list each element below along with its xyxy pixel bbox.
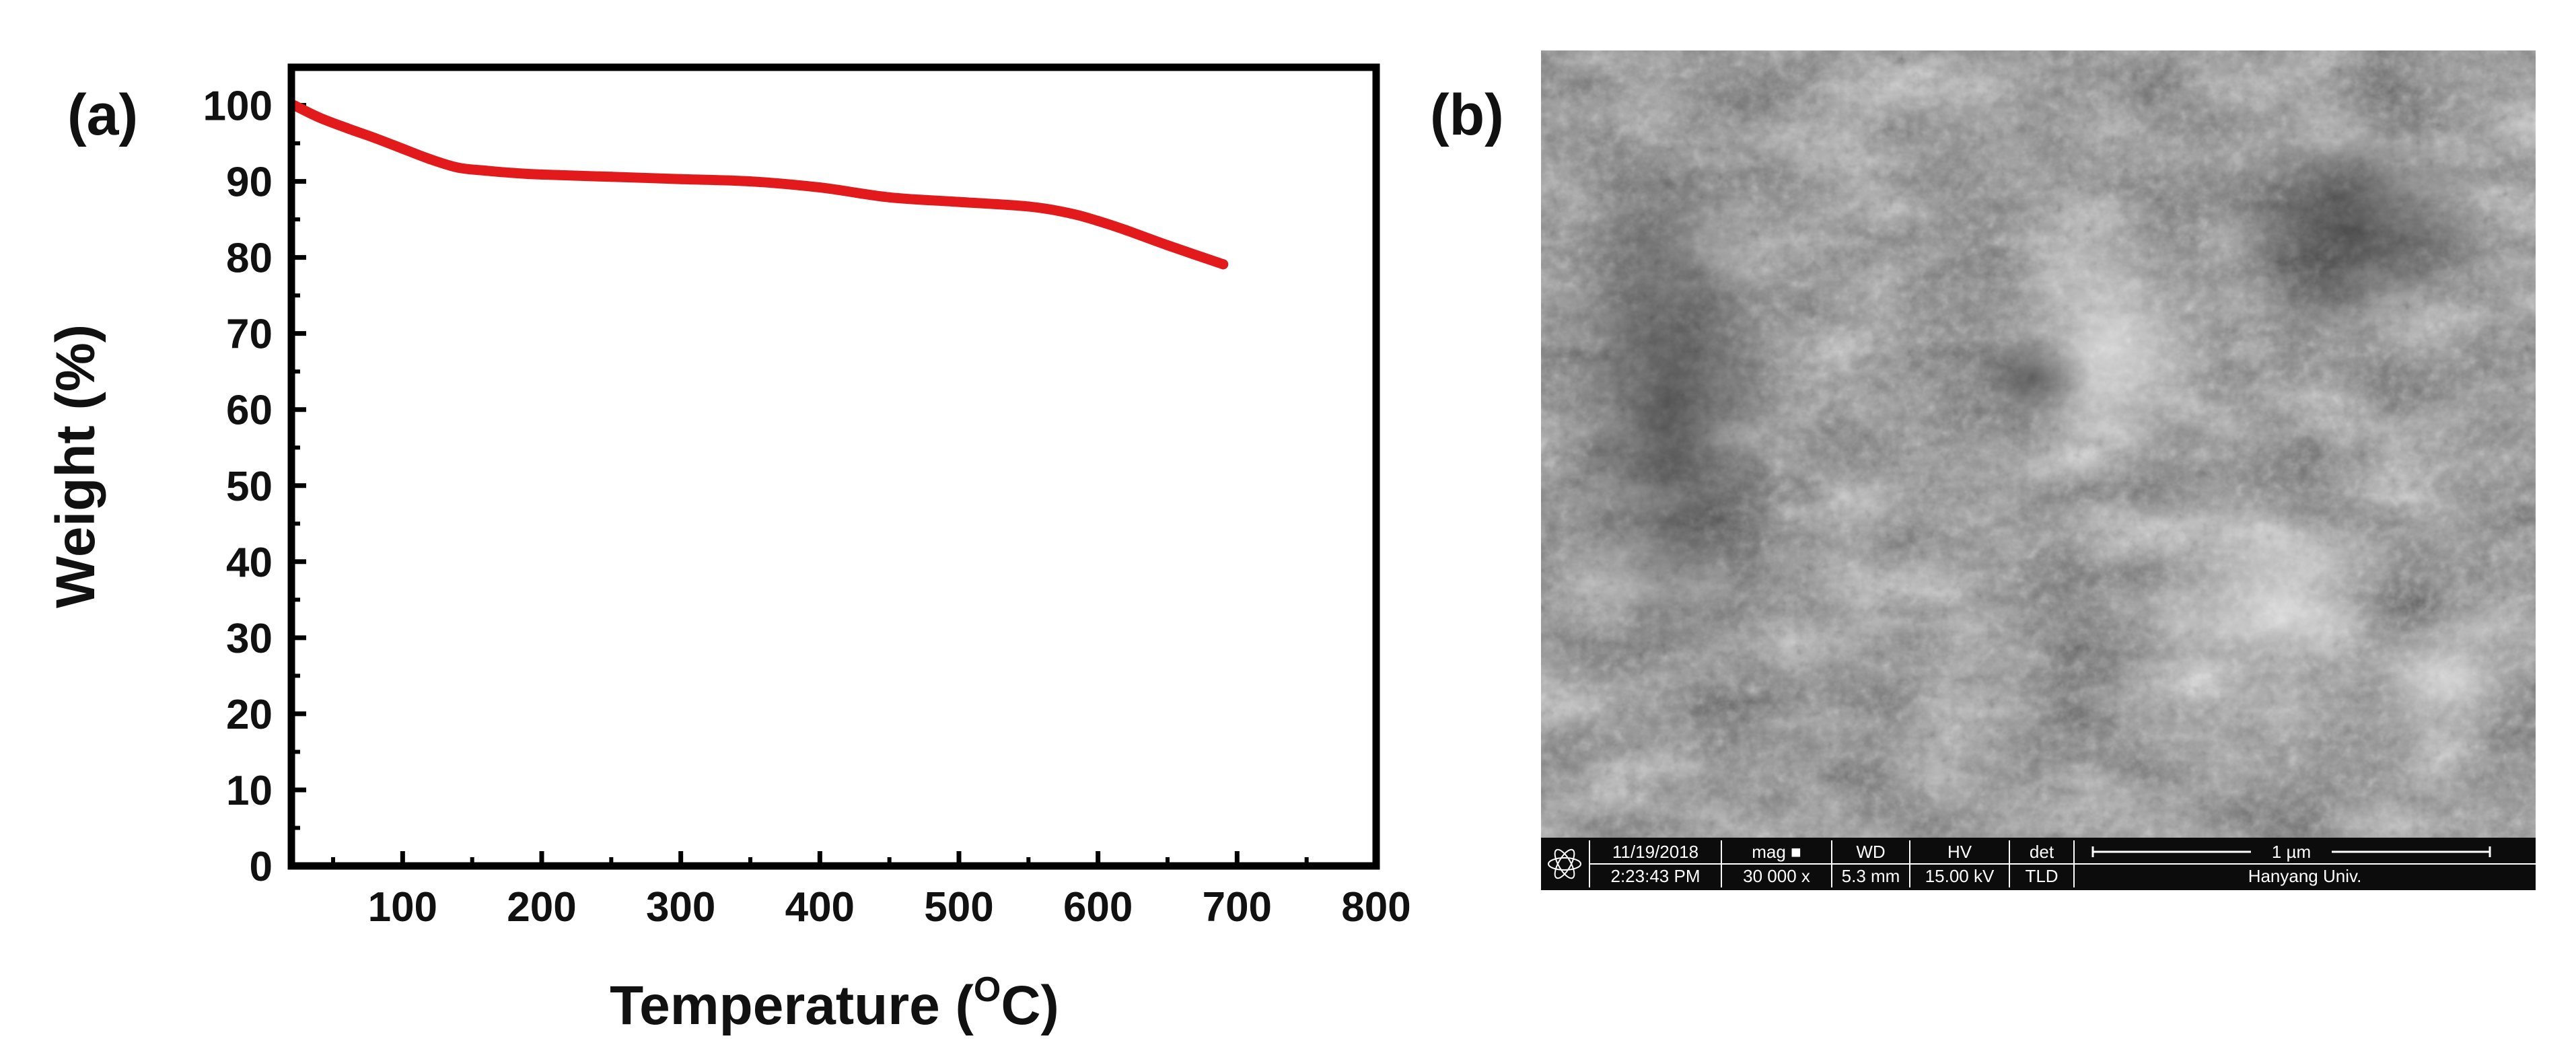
data-point bbox=[480, 166, 491, 176]
data-point bbox=[314, 112, 324, 123]
data-point bbox=[1162, 240, 1173, 250]
sem-date: 11/19/2018 bbox=[1612, 842, 1698, 862]
fei-logo-icon bbox=[1548, 848, 1581, 879]
x-tick-label: 700 bbox=[1203, 884, 1272, 931]
panel-a-label: (a) bbox=[67, 83, 138, 147]
data-point bbox=[1120, 225, 1131, 235]
x-tick-label: 300 bbox=[646, 884, 715, 931]
data-point bbox=[509, 168, 520, 178]
sem-hv-label: HV bbox=[1947, 842, 1972, 862]
y-tick-label: 30 bbox=[226, 616, 273, 662]
data-point bbox=[1065, 208, 1075, 219]
data-point bbox=[1023, 201, 1034, 212]
sem-bright-region bbox=[2140, 484, 2409, 727]
sem-micrograph: 11/19/2018 2:23:43 PM mag ■ 30 000 x WD … bbox=[1541, 50, 2536, 890]
series-layer bbox=[289, 100, 1229, 270]
data-point bbox=[814, 182, 825, 193]
sem-wd-value: 5.3 mm bbox=[1842, 866, 1900, 886]
x-axis-title-suffix: C) bbox=[1001, 975, 1059, 1036]
data-point bbox=[745, 176, 756, 187]
data-point bbox=[536, 169, 547, 180]
sem-det-value: TLD bbox=[2025, 866, 2058, 886]
y-tick-label: 0 bbox=[250, 844, 273, 890]
x-axis-ticks: 100 200 300 400 500 600 700 800 bbox=[331, 851, 1411, 931]
sem-time: 2:23:43 PM bbox=[1611, 866, 1701, 886]
x-tick-label: 800 bbox=[1341, 884, 1410, 931]
x-tick-label: 400 bbox=[785, 884, 855, 931]
sem-institution: Hanyang Univ. bbox=[2248, 866, 2362, 886]
y-tick-label: 60 bbox=[226, 388, 273, 434]
series-line-0 bbox=[289, 100, 1229, 270]
sem-mag-label: mag ■ bbox=[1752, 842, 1801, 862]
x-tick-label: 200 bbox=[507, 884, 576, 931]
sem-dark-region bbox=[1972, 330, 2093, 424]
y-tick-label: 40 bbox=[226, 540, 273, 586]
scale-bar-label: 1 µm bbox=[2272, 842, 2311, 862]
sem-info-bar: 11/19/2018 2:23:43 PM mag ■ 30 000 x WD … bbox=[1541, 838, 2536, 890]
tga-chart: 0 10 20 30 40 50 60 70 80 90 100 100 200 300 400 500 60… bbox=[203, 63, 1411, 931]
data-point bbox=[369, 133, 380, 143]
data-point bbox=[676, 174, 686, 184]
y-tick-label: 20 bbox=[226, 692, 273, 738]
mag-icon: ■ bbox=[1791, 842, 1801, 862]
y-tick-label: 10 bbox=[226, 768, 273, 814]
x-tick-label: 600 bbox=[1063, 884, 1133, 931]
y-tick-label: 80 bbox=[226, 235, 273, 282]
x-tick-label: 500 bbox=[924, 884, 993, 931]
x-tick-label: 100 bbox=[368, 884, 437, 931]
sem-bright-region bbox=[2355, 606, 2536, 754]
y-tick-label: 90 bbox=[226, 159, 273, 206]
sem-mag-value: 30 000 x bbox=[1743, 866, 1810, 886]
sem-info-dividers bbox=[1589, 840, 2536, 887]
x-axis-title-main: Temperature ( bbox=[610, 975, 974, 1036]
data-point bbox=[397, 143, 408, 154]
x-axis-title: Temperature (OC) bbox=[610, 970, 1059, 1036]
x-axis-title-superscript: O bbox=[974, 970, 1001, 1009]
sem-dark-region bbox=[1554, 121, 1783, 686]
data-point bbox=[884, 192, 895, 203]
y-tick-label: 100 bbox=[203, 83, 273, 130]
data-point bbox=[425, 154, 436, 165]
data-point bbox=[954, 196, 964, 207]
sem-wd-label: WD bbox=[1856, 842, 1885, 862]
data-point bbox=[1218, 259, 1229, 270]
data-point bbox=[1093, 215, 1104, 226]
data-point bbox=[342, 122, 353, 133]
plot-frame bbox=[287, 63, 1380, 870]
sem-det-label: det bbox=[2030, 842, 2054, 862]
data-point bbox=[453, 162, 464, 173]
y-tick-label: 70 bbox=[226, 312, 273, 358]
scale-bar bbox=[2091, 846, 2491, 857]
panel-b-label: (b) bbox=[1430, 83, 1504, 147]
sem-dark-region bbox=[2221, 108, 2490, 350]
y-tick-label: 50 bbox=[226, 464, 273, 510]
sem-hv-value: 15.00 kV bbox=[1925, 866, 1995, 886]
y-axis-title: Weight (%) bbox=[45, 324, 106, 608]
y-axis-ticks: 0 10 20 30 40 50 60 70 80 90 100 bbox=[203, 83, 306, 890]
data-point bbox=[606, 172, 616, 182]
